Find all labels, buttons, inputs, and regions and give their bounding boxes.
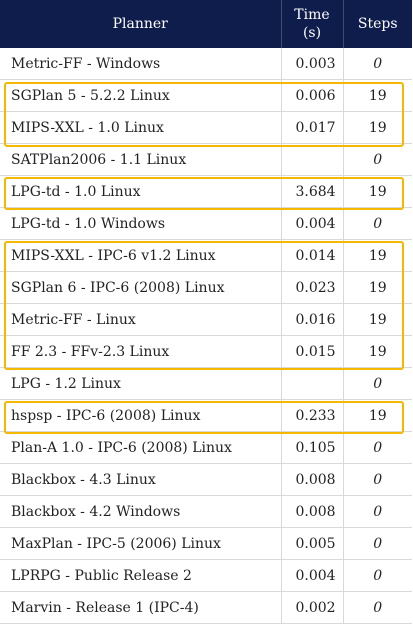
steps-cell: 19 [343,303,412,336]
planner-cell: hspsp - IPC-6 (2008) Linux [0,399,282,432]
table-row[interactable]: hspsp - IPC-6 (2008) Linux 0.233 19 [0,399,412,432]
table-row[interactable]: FF 2.3 - FFv-2.3 Linux 0.015 19 [0,335,412,368]
planner-cell: LPG-td - 1.0 Windows [0,207,282,240]
table-row[interactable]: Marvin - Release 1 (IPC-4) 0.002 0 [0,591,412,624]
steps-cell: 0 [343,559,412,592]
planner-cell: LPG - 1.2 Linux [0,367,282,400]
planner-cell: MaxPlan - IPC-5 (2006) Linux [0,527,282,560]
time-cell: 0.005 [281,527,344,560]
table-row[interactable]: MIPS-XXL - 1.0 Linux 0.017 19 [0,111,412,144]
time-cell: 0.016 [281,303,344,336]
steps-cell: 0 [343,527,412,560]
steps-cell: 19 [343,335,412,368]
table-row[interactable]: LPRPG - Public Release 2 0.004 0 [0,559,412,592]
time-cell: 0.004 [281,559,344,592]
time-column-header[interactable]: Time (s) [281,0,344,48]
planner-cell: LPRPG - Public Release 2 [0,559,282,592]
table-row[interactable]: Metric-FF - Linux 0.016 19 [0,303,412,336]
steps-cell: 19 [343,399,412,432]
planner-cell: Blackbox - 4.2 Windows [0,495,282,528]
planner-cell: Marvin - Release 1 (IPC-4) [0,591,282,624]
time-cell: 0.002 [281,591,344,624]
planner-cell: MIPS-XXL - IPC-6 v1.2 Linux [0,239,282,272]
time-column-header-label: Time (s) [294,7,330,41]
table-row[interactable]: Blackbox - 4.2 Windows 0.008 0 [0,495,412,528]
table-row[interactable]: Metric-FF - Windows 0.003 0 [0,48,412,80]
table-row[interactable]: LPG-td - 1.0 Windows 0.004 0 [0,207,412,240]
planner-cell: LPG-td - 1.0 Linux [0,175,282,208]
time-cell: 0.003 [281,48,344,80]
planner-cell: SGPlan 6 - IPC-6 (2008) Linux [0,271,282,304]
time-cell: 0.105 [281,431,344,464]
planner-cell: Metric-FF - Linux [0,303,282,336]
time-cell [281,143,344,176]
steps-cell: 0 [343,207,412,240]
table-row[interactable]: Plan-A 1.0 - IPC-6 (2008) Linux 0.105 0 [0,431,412,464]
planner-cell: Metric-FF - Windows [0,48,282,80]
table-header-row: Planner Time (s) Steps [0,0,412,48]
steps-cell: 19 [343,111,412,144]
steps-cell: 0 [343,495,412,528]
steps-cell: 19 [343,271,412,304]
time-cell [281,367,344,400]
time-cell: 0.023 [281,271,344,304]
steps-cell: 0 [343,367,412,400]
planner-cell: MIPS-XXL - 1.0 Linux [0,111,282,144]
table-body: Metric-FF - Windows 0.003 0 SGPlan 5 - 5.2.… [0,48,412,624]
planner-column-header[interactable]: Planner [0,0,282,48]
planner-cell: SGPlan 5 - 5.2.2 Linux [0,79,282,112]
table-row[interactable]: MaxPlan - IPC-5 (2006) Linux 0.005 0 [0,527,412,560]
table-row[interactable]: SGPlan 5 - 5.2.2 Linux 0.006 19 [0,79,412,112]
table-row[interactable]: MIPS-XXL - IPC-6 v1.2 Linux 0.014 19 [0,239,412,272]
steps-cell: 19 [343,239,412,272]
time-cell: 0.015 [281,335,344,368]
steps-cell: 0 [343,591,412,624]
time-cell: 3.684 [281,175,344,208]
steps-cell: 0 [343,463,412,496]
steps-cell: 0 [343,48,412,80]
table-row[interactable]: SATPlan2006 - 1.1 Linux 0 [0,143,412,176]
time-cell: 0.008 [281,463,344,496]
table-row[interactable]: Blackbox - 4.3 Linux 0.008 0 [0,463,412,496]
steps-cell: 19 [343,175,412,208]
steps-cell: 19 [343,79,412,112]
planner-cell: SATPlan2006 - 1.1 Linux [0,143,282,176]
time-cell: 0.004 [281,207,344,240]
time-cell: 0.008 [281,495,344,528]
table-row[interactable]: LPG - 1.2 Linux 0 [0,367,412,400]
steps-cell: 0 [343,143,412,176]
time-cell: 0.014 [281,239,344,272]
steps-cell: 0 [343,431,412,464]
planner-cell: FF 2.3 - FFv-2.3 Linux [0,335,282,368]
time-cell: 0.017 [281,111,344,144]
table-row[interactable]: SGPlan 6 - IPC-6 (2008) Linux 0.023 19 [0,271,412,304]
planner-cell: Blackbox - 4.3 Linux [0,463,282,496]
time-cell: 0.006 [281,79,344,112]
planner-cell: Plan-A 1.0 - IPC-6 (2008) Linux [0,431,282,464]
steps-column-header[interactable]: Steps [343,0,412,48]
time-cell: 0.233 [281,399,344,432]
table-row[interactable]: LPG-td - 1.0 Linux 3.684 19 [0,175,412,208]
